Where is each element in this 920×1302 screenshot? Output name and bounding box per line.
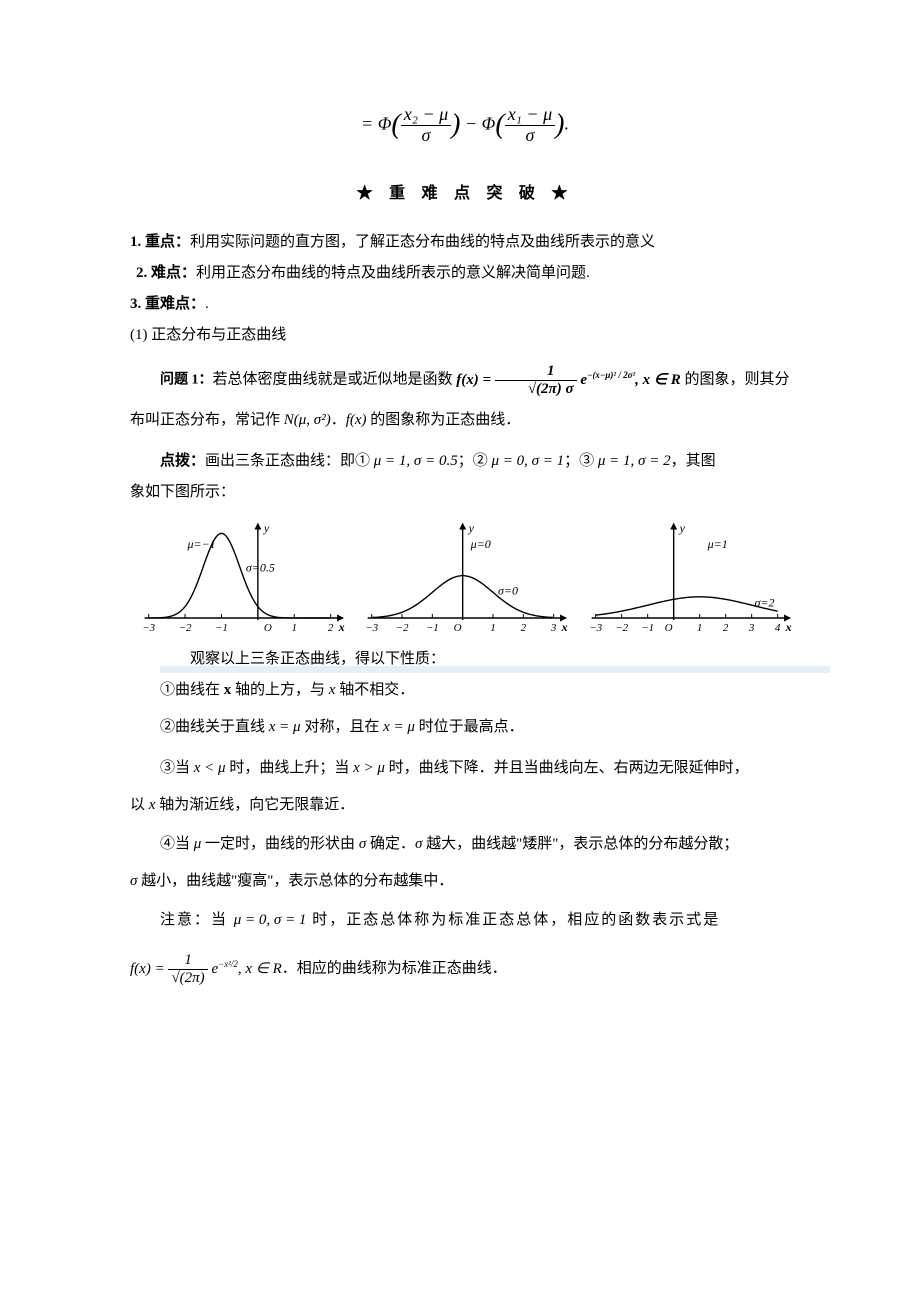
point-2: 2. 难点：利用正态分布曲线的特点及曲线所表示的意义解决简单问题. [136, 260, 800, 287]
chart-1: −3 −2 −1 1 2 Oy x μ=−1 σ=0.5 [130, 518, 353, 638]
svg-text:−3: −3 [366, 622, 379, 634]
svg-text:y: y [678, 521, 685, 535]
svg-text:x: x [338, 620, 345, 634]
point-2-label: 2. 难点： [136, 265, 196, 281]
svg-text:O: O [664, 622, 672, 634]
svg-text:−1: −1 [426, 622, 439, 634]
svg-text:−2: −2 [615, 622, 628, 634]
svg-text:σ=0.5: σ=0.5 [246, 561, 275, 575]
svg-text:1: 1 [697, 622, 703, 634]
prop-3b: 以 x 轴为渐近线，向它无限靠近． [130, 792, 800, 819]
note-2: f(x) = 1√(2π) e−x²/2, x ∈ R．相应的曲线称为标准正态曲… [130, 952, 800, 986]
dianbo-b: 象如下图所示： [130, 479, 800, 506]
svg-text:−3: −3 [589, 622, 602, 634]
svg-text:4: 4 [775, 622, 781, 634]
svg-text:O: O [454, 622, 462, 634]
prop-1: ①曲线在 x 轴的上方，与 x 轴不相交． [130, 677, 800, 704]
point-3-text: . [205, 296, 209, 312]
svg-text:−2: −2 [179, 622, 192, 634]
point-1-label: 1. 重点： [130, 234, 190, 250]
svg-text:O: O [264, 622, 272, 634]
top-formula: = Φ(x₂ − μσ) − Φ(x₁ − μσ). [130, 100, 800, 150]
svg-text:y: y [468, 521, 475, 535]
chart-3: −3 −2 −1 1 2 3 4 Oy x μ=1 σ=2 [577, 518, 800, 638]
svg-text:−1: −1 [641, 622, 654, 634]
svg-text:3: 3 [550, 622, 557, 634]
point-1-text: 利用实际问题的直方图，了解正态分布曲线的特点及曲线所表示的意义 [190, 234, 655, 250]
dianbo-label: 点拨： [160, 453, 205, 469]
svg-text:1: 1 [292, 622, 298, 634]
prop-3: ③当 x < μ 时，曲线上升；当 x > μ 时，曲线下降．并且当曲线向左、右… [130, 755, 800, 782]
point-1: 1. 重点：利用实际问题的直方图，了解正态分布曲线的特点及曲线所表示的意义 [130, 229, 800, 256]
chart-2: −3 −2 −1 1 2 3 Oy x μ=0 σ=0 [353, 518, 576, 638]
svg-text:σ=2: σ=2 [754, 596, 774, 610]
point-2-text: 利用正态分布曲线的特点及曲线所表示的意义解决简单问题. [196, 265, 590, 281]
minus: − Φ [465, 113, 495, 133]
question-1: 问题 1：若总体密度曲线就是或近似地是函数 f(x) = 1√(2π) σ e−… [130, 363, 800, 397]
svg-text:y: y [263, 521, 270, 535]
prop-4: ④当 μ 一定时，曲线的形状由 σ 确定．σ 越大，曲线越"矮胖"，表示总体的分… [130, 831, 800, 858]
prop-4b: σ 越小，曲线越"瘦高"，表示总体的分布越集中． [130, 868, 800, 895]
prop-2: ②曲线关于直线 x = μ 对称，且在 x = μ 时位于最高点． [130, 714, 800, 741]
svg-text:2: 2 [328, 622, 334, 634]
q1-label: 问题 1： [160, 373, 213, 388]
point-3-label: 3. 重难点： [130, 296, 205, 312]
note: 注意：当 μ = 0, σ = 1 时，正态总体称为标准正态总体，相应的函数表示… [130, 907, 800, 934]
svg-text:−1: −1 [215, 622, 228, 634]
svg-text:μ=−1: μ=−1 [186, 537, 215, 551]
dianbo: 点拨：画出三条正态曲线：即① μ = 1, σ = 0.5；② μ = 0, σ… [130, 448, 800, 475]
section-header: ★ 重 难 点 突 破 ★ [130, 180, 800, 209]
svg-text:3: 3 [748, 622, 755, 634]
svg-text:−3: −3 [142, 622, 155, 634]
point-3: 3. 重难点：. [130, 291, 800, 318]
svg-text:x: x [561, 620, 568, 634]
observation: 观察以上三条正态曲线，得以下性质： [130, 646, 800, 673]
eq-prefix: = Φ [361, 113, 391, 133]
svg-text:x: x [784, 620, 791, 634]
svg-text:−2: −2 [396, 622, 409, 634]
svg-text:μ=0: μ=0 [470, 537, 491, 551]
svg-text:2: 2 [521, 622, 527, 634]
question-1b: 布叫正态分布，常记作 N(μ, σ²)．f(x) 的图象称为正态曲线． [130, 407, 800, 434]
svg-text:μ=1: μ=1 [706, 537, 727, 551]
svg-text:1: 1 [491, 622, 497, 634]
svg-text:σ=0: σ=0 [498, 584, 518, 598]
charts-row: −3−2−112Oyxμ=−1σ=0.5 −3−2−1123Oyxμ=0σ=0 … [130, 518, 800, 638]
subpoint-1: (1) 正态分布与正态曲线 [130, 322, 800, 349]
svg-text:2: 2 [723, 622, 729, 634]
